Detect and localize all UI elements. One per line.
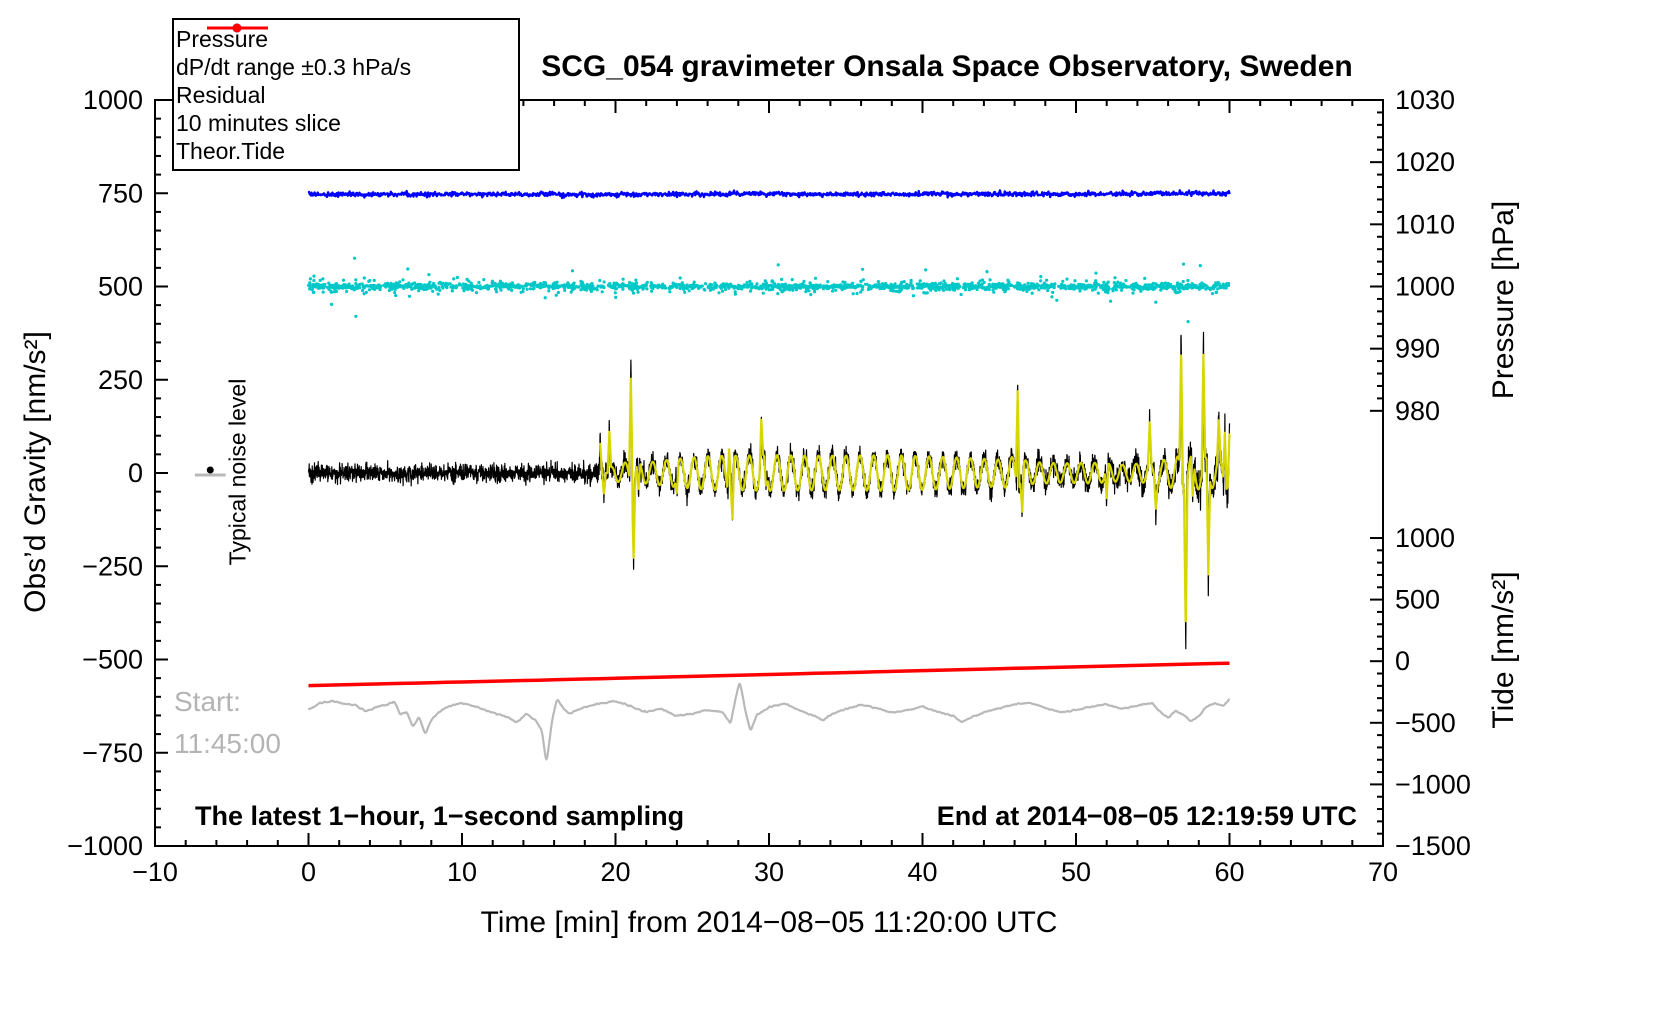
pressure-tick-label: 1000 xyxy=(1395,272,1455,302)
gravity-tick-label: 0 xyxy=(128,458,143,488)
x-tick-label: 70 xyxy=(1368,857,1398,887)
series-theor-tide xyxy=(308,661,1230,688)
tide-tick-label: 0 xyxy=(1395,646,1410,676)
start-label: Start: xyxy=(174,686,241,717)
tick-labels: −10 0 10 20 30 40 50 60 70−1000−750−500−25002505… xyxy=(67,85,1471,887)
x-axis-label: Time [min] from 2014−08−05 11:20:00 UTC xyxy=(480,906,1058,939)
legend-item-residual: Residual xyxy=(174,26,518,109)
legend-label: dP/dt range ±0.3 hPa/s xyxy=(176,53,412,80)
series-pressure xyxy=(307,189,1231,200)
gravity-tick-label: 250 xyxy=(98,365,143,395)
tide-tick-label: −1500 xyxy=(1395,831,1471,861)
x-tick-label: 0 xyxy=(301,857,316,887)
y-axis-label-pressure: Pressure [hPa] xyxy=(1487,200,1520,400)
pressure-tick-label: 1020 xyxy=(1395,147,1455,177)
legend-label: 10 minutes slice xyxy=(176,109,341,136)
legend-label: Residual xyxy=(176,81,266,108)
legend: Pressure dP/dt range ±0.3 hPa/s Residual 10… xyxy=(172,18,520,171)
y-axis-label-tide: Tide [nm/s²] xyxy=(1487,571,1520,729)
x-tick-label: 30 xyxy=(754,857,784,887)
pressure-tick-label: 990 xyxy=(1395,334,1440,364)
gravity-tick-label: −500 xyxy=(82,645,143,675)
typical-noise-level-label: Typical noise level xyxy=(224,378,251,566)
legend-marker-theor-tide xyxy=(207,23,268,33)
tide-tick-label: 1000 xyxy=(1395,523,1455,553)
gravity-tick-label: −1000 xyxy=(67,831,143,861)
start-time: 11:45:00 xyxy=(174,728,281,759)
pressure-tick-label: 1030 xyxy=(1395,85,1455,115)
x-tick-label: 50 xyxy=(1061,857,1091,887)
gravity-tick-label: −750 xyxy=(82,738,143,768)
footer-end-time: End at 2014−08−05 12:19:59 UTC xyxy=(936,801,1357,831)
pressure-tick-label: 1010 xyxy=(1395,209,1455,239)
tide-tick-label: −500 xyxy=(1395,708,1456,738)
tide-tick-label: 500 xyxy=(1395,585,1440,615)
series-dp-dt-range xyxy=(306,256,1231,324)
x-tick-label: 10 xyxy=(447,857,477,887)
gravity-tick-label: 500 xyxy=(98,272,143,302)
x-tick-label: −10 xyxy=(132,857,178,887)
x-tick-label: 60 xyxy=(1214,857,1244,887)
series-10-minutes-slice xyxy=(307,682,1231,761)
tide-tick-label: −1000 xyxy=(1395,769,1471,799)
x-tick-label: 20 xyxy=(600,857,630,887)
legend-label: Pressure xyxy=(176,25,269,52)
legend-item-10-minutes-slice: 10 minutes slice xyxy=(174,26,518,137)
noise-level-dot xyxy=(206,466,214,474)
series-filtered-residual xyxy=(599,353,1231,623)
y-axis-label-gravity: Obs’d Gravity [nm/s²] xyxy=(19,331,52,613)
series-layer xyxy=(306,189,1231,761)
legend-item-theor-tide: Theor.Tide xyxy=(174,23,518,165)
footer-sampling-note: The latest 1−hour, 1−second sampling xyxy=(195,801,685,831)
legend-item-dp-dt-range-0-3-hpa-s: dP/dt range ±0.3 hPa/s xyxy=(174,23,518,81)
chart-title: SCG_054 gravimeter Onsala Space Observat… xyxy=(541,50,1353,83)
gravity-tick-label: 750 xyxy=(98,178,143,208)
gravity-tick-label: 1000 xyxy=(83,85,143,115)
x-tick-label: 40 xyxy=(907,857,937,887)
pressure-tick-label: 980 xyxy=(1395,396,1440,426)
gravity-tick-label: −250 xyxy=(82,551,143,581)
legend-label: Theor.Tide xyxy=(176,137,286,164)
